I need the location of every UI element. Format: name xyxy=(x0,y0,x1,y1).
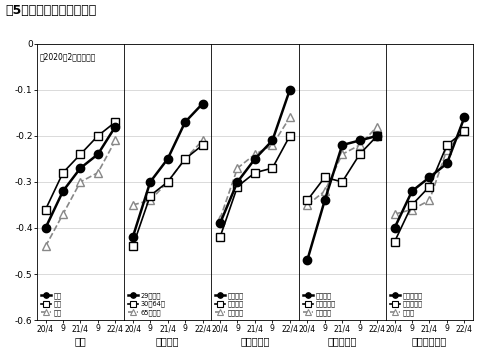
Legend: 29歳以下, 30－64歳, 65歳以上: 29歳以下, 30－64歳, 65歳以上 xyxy=(126,290,167,318)
X-axis label: 所得階層別: 所得階層別 xyxy=(240,336,269,346)
Legend: 平均, 女性, 男性: 平均, 女性, 男性 xyxy=(39,290,63,318)
X-axis label: 性別: 性別 xyxy=(74,336,86,346)
Text: 図5　主観的健康感の推移: 図5 主観的健康感の推移 xyxy=(5,4,96,17)
X-axis label: 就業形態別: 就業形態別 xyxy=(327,336,356,346)
X-axis label: 業種職種ほか: 業種職種ほか xyxy=(411,336,446,346)
Legend: 低所得層, 中所得層, 高所得層: 低所得層, 中所得層, 高所得層 xyxy=(213,290,245,318)
X-axis label: 年齢層別: 年齢層別 xyxy=(156,336,179,346)
Legend: 特定業職種, ほか業職種, 非就業: 特定業職種, ほか業職種, 非就業 xyxy=(387,290,424,318)
Legend: 正規雇用, 非正規雇用, 自営ほか: 正規雇用, 非正規雇用, 自営ほか xyxy=(300,290,337,318)
Text: （2020年2月との差）: （2020年2月との差） xyxy=(40,52,96,61)
